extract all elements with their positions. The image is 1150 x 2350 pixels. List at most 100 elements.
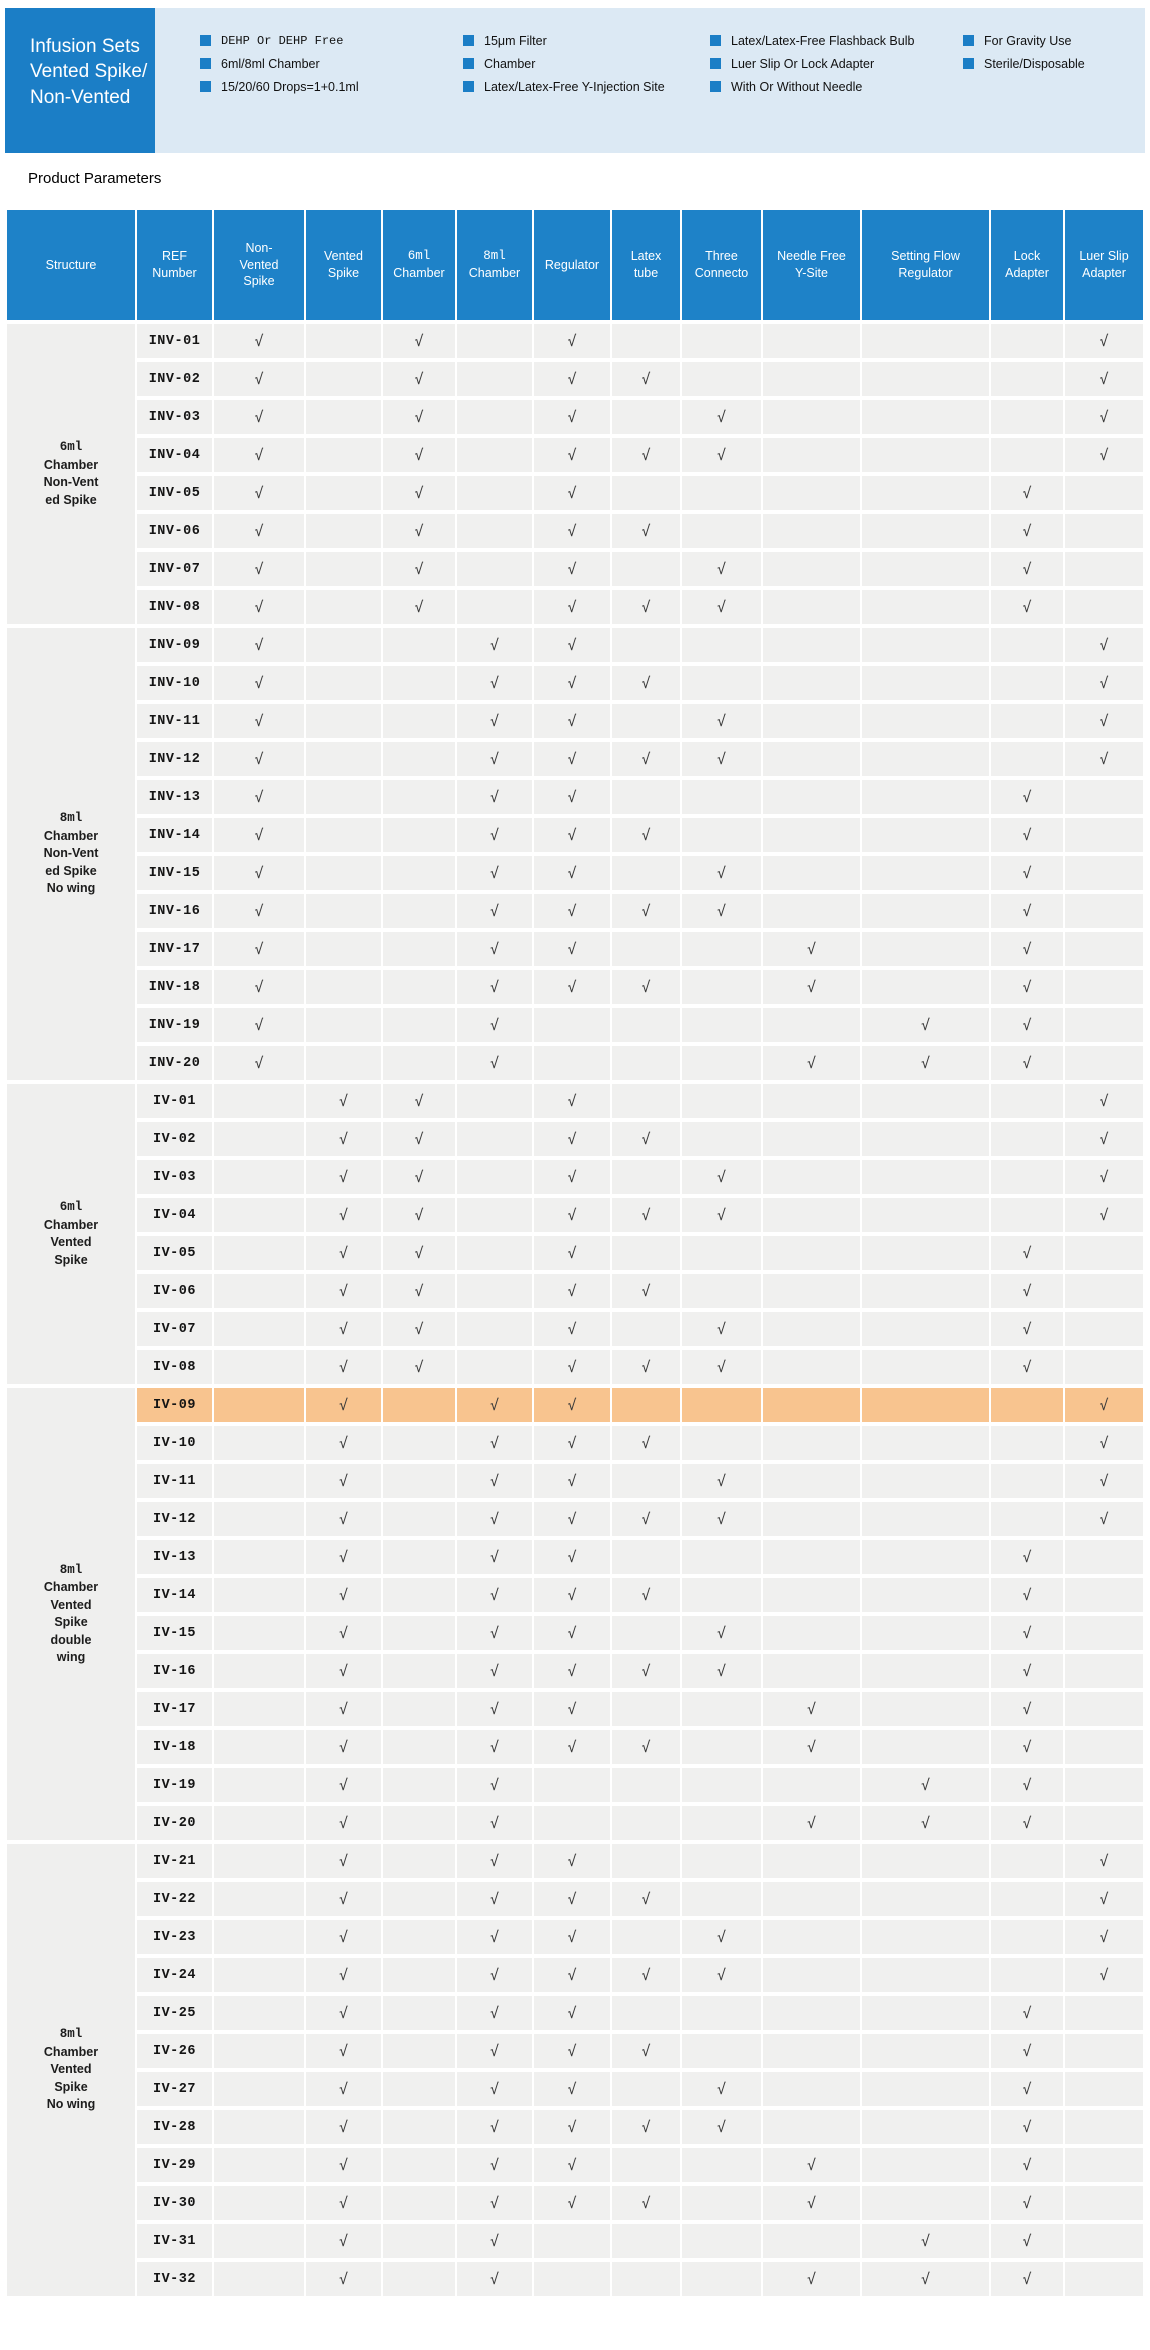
checkmark-cell: √ [612, 590, 680, 624]
checkmark-cell: √ [534, 856, 610, 890]
checkmark-cell: √ [457, 1692, 532, 1726]
empty-cell [991, 1920, 1063, 1954]
checkmark-cell: √ [682, 1198, 761, 1232]
top-banner: Infusion Sets Vented Spike/ Non-Vented D… [5, 8, 1145, 153]
structure-cell: 8ml Chamber Vented Spike double wing [7, 1388, 135, 1840]
checkmark-cell: √ [534, 1426, 610, 1460]
checkmark-cell: √ [457, 1806, 532, 1840]
checkmark-cell: √ [991, 2148, 1063, 2182]
table-row: INV-16 √ √ √ √ √ √ [7, 894, 1143, 928]
empty-cell [214, 1084, 304, 1118]
empty-cell [682, 628, 761, 662]
checkmark-cell: √ [534, 780, 610, 814]
checkmark-cell: √ [457, 1008, 532, 1042]
empty-cell [763, 1578, 860, 1612]
ref-number-cell: INV-19 [137, 1008, 212, 1042]
empty-cell [306, 324, 381, 358]
table-row: IV-10 √ √ √ √ √ [7, 1426, 1143, 1460]
empty-cell [991, 1958, 1063, 1992]
empty-cell [1065, 1274, 1143, 1308]
empty-cell [763, 1236, 860, 1270]
empty-cell [1065, 1768, 1143, 1802]
ref-number-cell: INV-05 [137, 476, 212, 510]
checkmark-cell: √ [682, 1920, 761, 1954]
feature-item: DEHP Or DEHP Free [200, 34, 359, 49]
structure-cell: 8ml Chamber Non-Vent ed Spike No wing [7, 628, 135, 1080]
checkmark-cell: √ [534, 894, 610, 928]
empty-cell [763, 324, 860, 358]
empty-cell [991, 1388, 1063, 1422]
table-row: IV-15 √ √ √ √ √ [7, 1616, 1143, 1650]
table-row: IV-18 √ √ √ √ √ √ [7, 1730, 1143, 1764]
checkmark-cell: √ [763, 932, 860, 966]
empty-cell [682, 2262, 761, 2296]
ref-number-cell: IV-16 [137, 1654, 212, 1688]
ref-number-cell: IV-15 [137, 1616, 212, 1650]
checkmark-cell: √ [214, 970, 304, 1004]
empty-cell [214, 1692, 304, 1726]
empty-cell [306, 552, 381, 586]
ref-number-cell: IV-13 [137, 1540, 212, 1574]
table-row: IV-24 √ √ √ √ √ √ [7, 1958, 1143, 1992]
checkmark-cell: √ [457, 2148, 532, 2182]
empty-cell [1065, 1578, 1143, 1612]
checkmark-cell: √ [214, 514, 304, 548]
empty-cell [383, 1692, 455, 1726]
empty-cell [383, 2148, 455, 2182]
empty-cell [214, 1996, 304, 2030]
empty-cell [457, 476, 532, 510]
empty-cell [862, 2072, 989, 2106]
empty-cell [862, 2148, 989, 2182]
empty-cell [457, 1236, 532, 1270]
checkmark-cell: √ [612, 2110, 680, 2144]
checkmark-cell: √ [1065, 1426, 1143, 1460]
table-row: IV-04 √ √ √ √ √ √ [7, 1198, 1143, 1232]
empty-cell [763, 704, 860, 738]
feature-label: 6ml/8ml Chamber [221, 57, 320, 71]
empty-cell [763, 628, 860, 662]
feature-label: Latex/Latex-Free Y-Injection Site [484, 80, 665, 94]
feature-item: Latex/Latex-Free Flashback Bulb [710, 34, 914, 49]
checkmark-cell: √ [457, 1882, 532, 1916]
checkmark-cell: √ [1065, 1844, 1143, 1878]
checkmark-cell: √ [457, 2110, 532, 2144]
empty-cell [862, 1578, 989, 1612]
checkmark-cell: √ [534, 818, 610, 852]
empty-cell [763, 590, 860, 624]
table-row: IV-29 √ √ √ √ √ [7, 2148, 1143, 2182]
checkmark-cell: √ [457, 2186, 532, 2220]
checkmark-cell: √ [682, 856, 761, 890]
empty-cell [383, 856, 455, 890]
checkmark-cell: √ [534, 1844, 610, 1878]
feature-item: With Or Without Needle [710, 80, 914, 95]
ref-number-cell: IV-19 [137, 1768, 212, 1802]
checkmark-cell: √ [457, 1730, 532, 1764]
checkmark-cell: √ [306, 1616, 381, 1650]
checkmark-cell: √ [1065, 1198, 1143, 1232]
checkmark-cell: √ [457, 2224, 532, 2258]
structure-label: 8ml Chamber Vented Spike No wing [43, 2027, 99, 2112]
table-row: INV-04 √ √ √ √ √ √ [7, 438, 1143, 472]
empty-cell [612, 628, 680, 662]
empty-cell [214, 1806, 304, 1840]
empty-cell [682, 2224, 761, 2258]
checkmark-cell: √ [1065, 1122, 1143, 1156]
ref-number-cell: IV-27 [137, 2072, 212, 2106]
checkmark-cell: √ [457, 1502, 532, 1536]
checkmark-cell: √ [214, 856, 304, 890]
checkmark-cell: √ [457, 1540, 532, 1574]
feature-label: Sterile/Disposable [984, 57, 1085, 71]
empty-cell [612, 476, 680, 510]
empty-cell [306, 1046, 381, 1080]
empty-cell [214, 1426, 304, 1460]
structure-label: 8ml Chamber Vented Spike double wing [43, 1562, 99, 1665]
checkmark-cell: √ [682, 1464, 761, 1498]
empty-cell [763, 1008, 860, 1042]
empty-cell [214, 1198, 304, 1232]
empty-cell [612, 2224, 680, 2258]
empty-cell [457, 438, 532, 472]
checkmark-cell: √ [457, 1578, 532, 1612]
ref-number-cell: IV-02 [137, 1122, 212, 1156]
empty-cell [991, 438, 1063, 472]
checkmark-cell: √ [214, 1046, 304, 1080]
